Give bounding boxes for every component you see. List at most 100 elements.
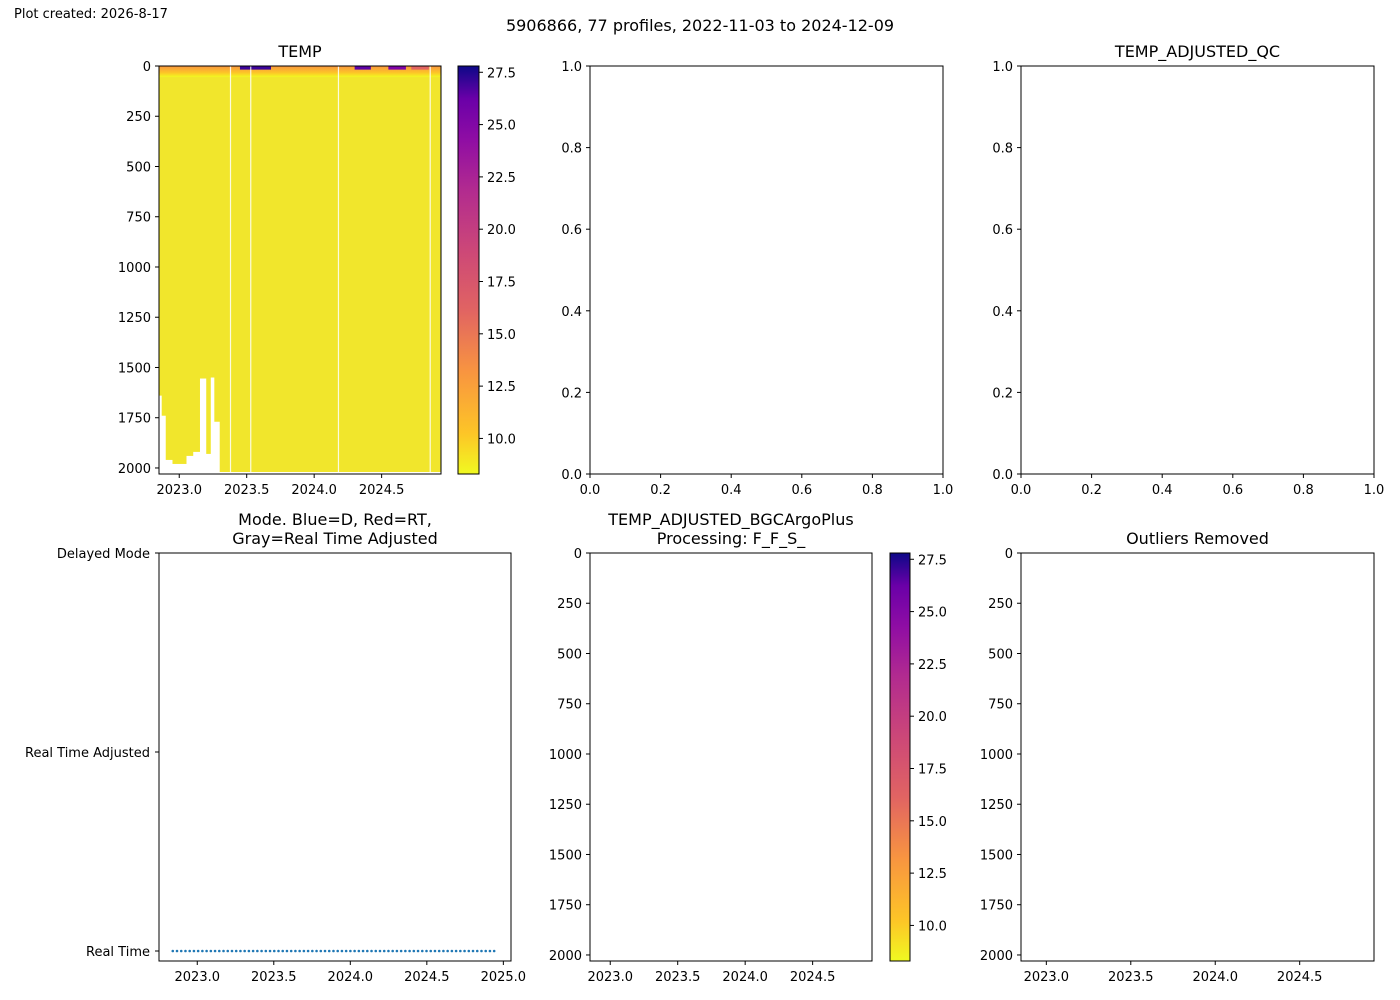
- mode-point: [243, 949, 246, 953]
- temp-colorbar-tick-label: 22.5: [487, 171, 516, 186]
- temp-adjusted-bgc-frame: [589, 552, 873, 962]
- mode-point: [205, 949, 208, 953]
- temp-warm-patch: [239, 66, 271, 70]
- mode-point: [450, 949, 454, 953]
- temp-adjusted-bgc-ytick-label: 750: [557, 698, 582, 713]
- temp-adjusted-bgc-xtick-label: 2024.5: [790, 970, 836, 985]
- temp-frame: [158, 65, 442, 475]
- temp-adjusted-qc-xtick-label: 0.2: [1081, 483, 1102, 498]
- temp-title: TEMP: [277, 42, 322, 61]
- temp-colorbar-tick-label: 12.5: [487, 380, 516, 395]
- temp-adjusted-qc-frame: [1020, 65, 1375, 475]
- mode-point: [425, 949, 428, 953]
- mode-point: [437, 949, 441, 953]
- empty-top-middle-frame: [589, 65, 944, 475]
- temp-adjusted-bgc-ytick-label: 1750: [549, 899, 582, 914]
- mode-point: [217, 949, 221, 953]
- temp-adjusted-bgc-xtick-label: 2023.5: [655, 970, 701, 985]
- temp-adjusted-qc-xtick-label: 0.8: [1293, 483, 1314, 498]
- temp-adjusted-bgc-ytick-label: 0: [574, 547, 582, 562]
- mode-points: [171, 949, 496, 953]
- outliers-removed-xtick-label: 2023.5: [1108, 970, 1154, 985]
- mode-point: [442, 949, 445, 953]
- temp-adjusted-bgc-colorbar-gradient: [889, 552, 911, 962]
- temp-profile-column: [165, 66, 173, 460]
- mode-point: [404, 949, 407, 953]
- mode-xtick-label: 2024.0: [328, 970, 374, 985]
- temp-ytick-label: 500: [126, 160, 151, 175]
- temp-ytick-label: 0: [143, 60, 151, 75]
- empty-top-middle-xtick-label: 0.6: [791, 483, 812, 498]
- mode-point: [247, 949, 251, 953]
- temp-ytick-label: 250: [126, 110, 151, 125]
- empty-top-middle-axes: 0.0 0.2 0.4 0.6 0.8 1.0 0.0 0.2 0.4 0.6 0.8 1.0: [561, 60, 953, 498]
- temp-adjusted-qc-title: TEMP_ADJUSTED_QC: [1114, 42, 1280, 62]
- empty-top-middle-xtick-label: 1.0: [933, 483, 954, 498]
- temp-ytick-label: 1000: [118, 261, 151, 276]
- mode-point: [209, 949, 213, 953]
- temp-profile-column: [172, 66, 187, 464]
- mode-point: [429, 949, 433, 953]
- outliers-removed-ytick-label: 500: [988, 647, 1013, 662]
- empty-top-middle-ytick-label: 0.8: [561, 142, 582, 157]
- temp-adjusted-bgc-xtick-label: 2024.0: [722, 970, 768, 985]
- temp-adjusted-bgc-ytick-label: 2000: [549, 949, 582, 964]
- outliers-removed-title: Outliers Removed: [1126, 529, 1269, 548]
- mode-point: [340, 949, 344, 953]
- mode-title-line: Gray=Real Time Adjusted: [232, 529, 438, 548]
- temp-adjusted-qc-ytick-label: 0.8: [992, 142, 1013, 157]
- temp-adjusted-bgc-ytick-label: 1500: [549, 848, 582, 863]
- temp-ytick-label: 2000: [118, 462, 151, 477]
- temp-adjusted-bgc-colorbar-tick-label: 25.0: [918, 606, 947, 621]
- temp-adjusted-qc-ytick-label: 0.4: [992, 305, 1013, 320]
- mode-point: [446, 949, 449, 953]
- temp-xtick-label: 2024.0: [291, 483, 337, 498]
- figure-title: 5906866, 77 profiles, 2022-11-03 to 2024…: [505, 16, 895, 35]
- temp-warm-patch: [388, 66, 406, 70]
- temp-adjusted-qc-ytick-label: 0.0: [992, 468, 1013, 483]
- outliers-removed-xtick-label: 2024.0: [1192, 970, 1238, 985]
- temp-adjusted-bgc-colorbar: 10.0 12.5 15.0 17.5 20.0 22.5 25.0 27.5: [889, 552, 947, 962]
- empty-top-middle-xtick-label: 0.0: [580, 483, 601, 498]
- temp-colorbar-gradient: [457, 65, 480, 475]
- outliers-removed-xtick-label: 2024.5: [1277, 970, 1323, 985]
- mode-point: [344, 949, 348, 953]
- mode-point: [416, 949, 420, 953]
- mode-point: [349, 949, 352, 953]
- mode-point: [306, 949, 310, 953]
- mode-point: [192, 949, 196, 953]
- empty-top-middle-ytick-label: 1.0: [561, 60, 582, 75]
- mode-point: [184, 949, 187, 953]
- temp-ytick-label: 1750: [118, 412, 151, 427]
- mode-ycategory-label: Real Time: [86, 945, 150, 960]
- empty-top-middle-xtick-label: 0.8: [862, 483, 883, 498]
- temp-colorbar-tick-label: 20.0: [487, 223, 516, 238]
- mode-point: [463, 949, 466, 953]
- temp-adjusted-bgc-title-line: Processing: F_F_S_: [657, 529, 806, 549]
- mode-point: [239, 949, 242, 953]
- mode-point: [488, 949, 492, 953]
- mode-point: [264, 949, 268, 953]
- mode-point: [171, 949, 175, 953]
- temp-profile-column: [185, 66, 194, 456]
- mode-point: [311, 949, 314, 953]
- mode-point: [366, 949, 369, 953]
- temp-profile-column: [219, 66, 441, 472]
- empty-top-middle-ytick-label: 0.6: [561, 223, 582, 238]
- temp-profile-column: [210, 66, 215, 378]
- temp-xtick-label: 2023.0: [156, 483, 202, 498]
- temp-adjusted-qc-xtick-label: 0.4: [1152, 483, 1173, 498]
- mode-point: [374, 949, 378, 953]
- mode-point: [256, 949, 259, 953]
- mode-point: [323, 949, 327, 953]
- temp-heatmap: [159, 66, 441, 474]
- mode-point: [433, 949, 437, 953]
- mode-frame: [158, 552, 512, 962]
- mode-title-line: Mode. Blue=D, Red=RT,: [238, 510, 432, 529]
- mode-point: [387, 949, 390, 953]
- mode-point: [475, 949, 479, 953]
- mode-point: [179, 949, 183, 953]
- temp-ytick-label: 1500: [118, 361, 151, 376]
- outliers-removed-ytick-label: 750: [988, 698, 1013, 713]
